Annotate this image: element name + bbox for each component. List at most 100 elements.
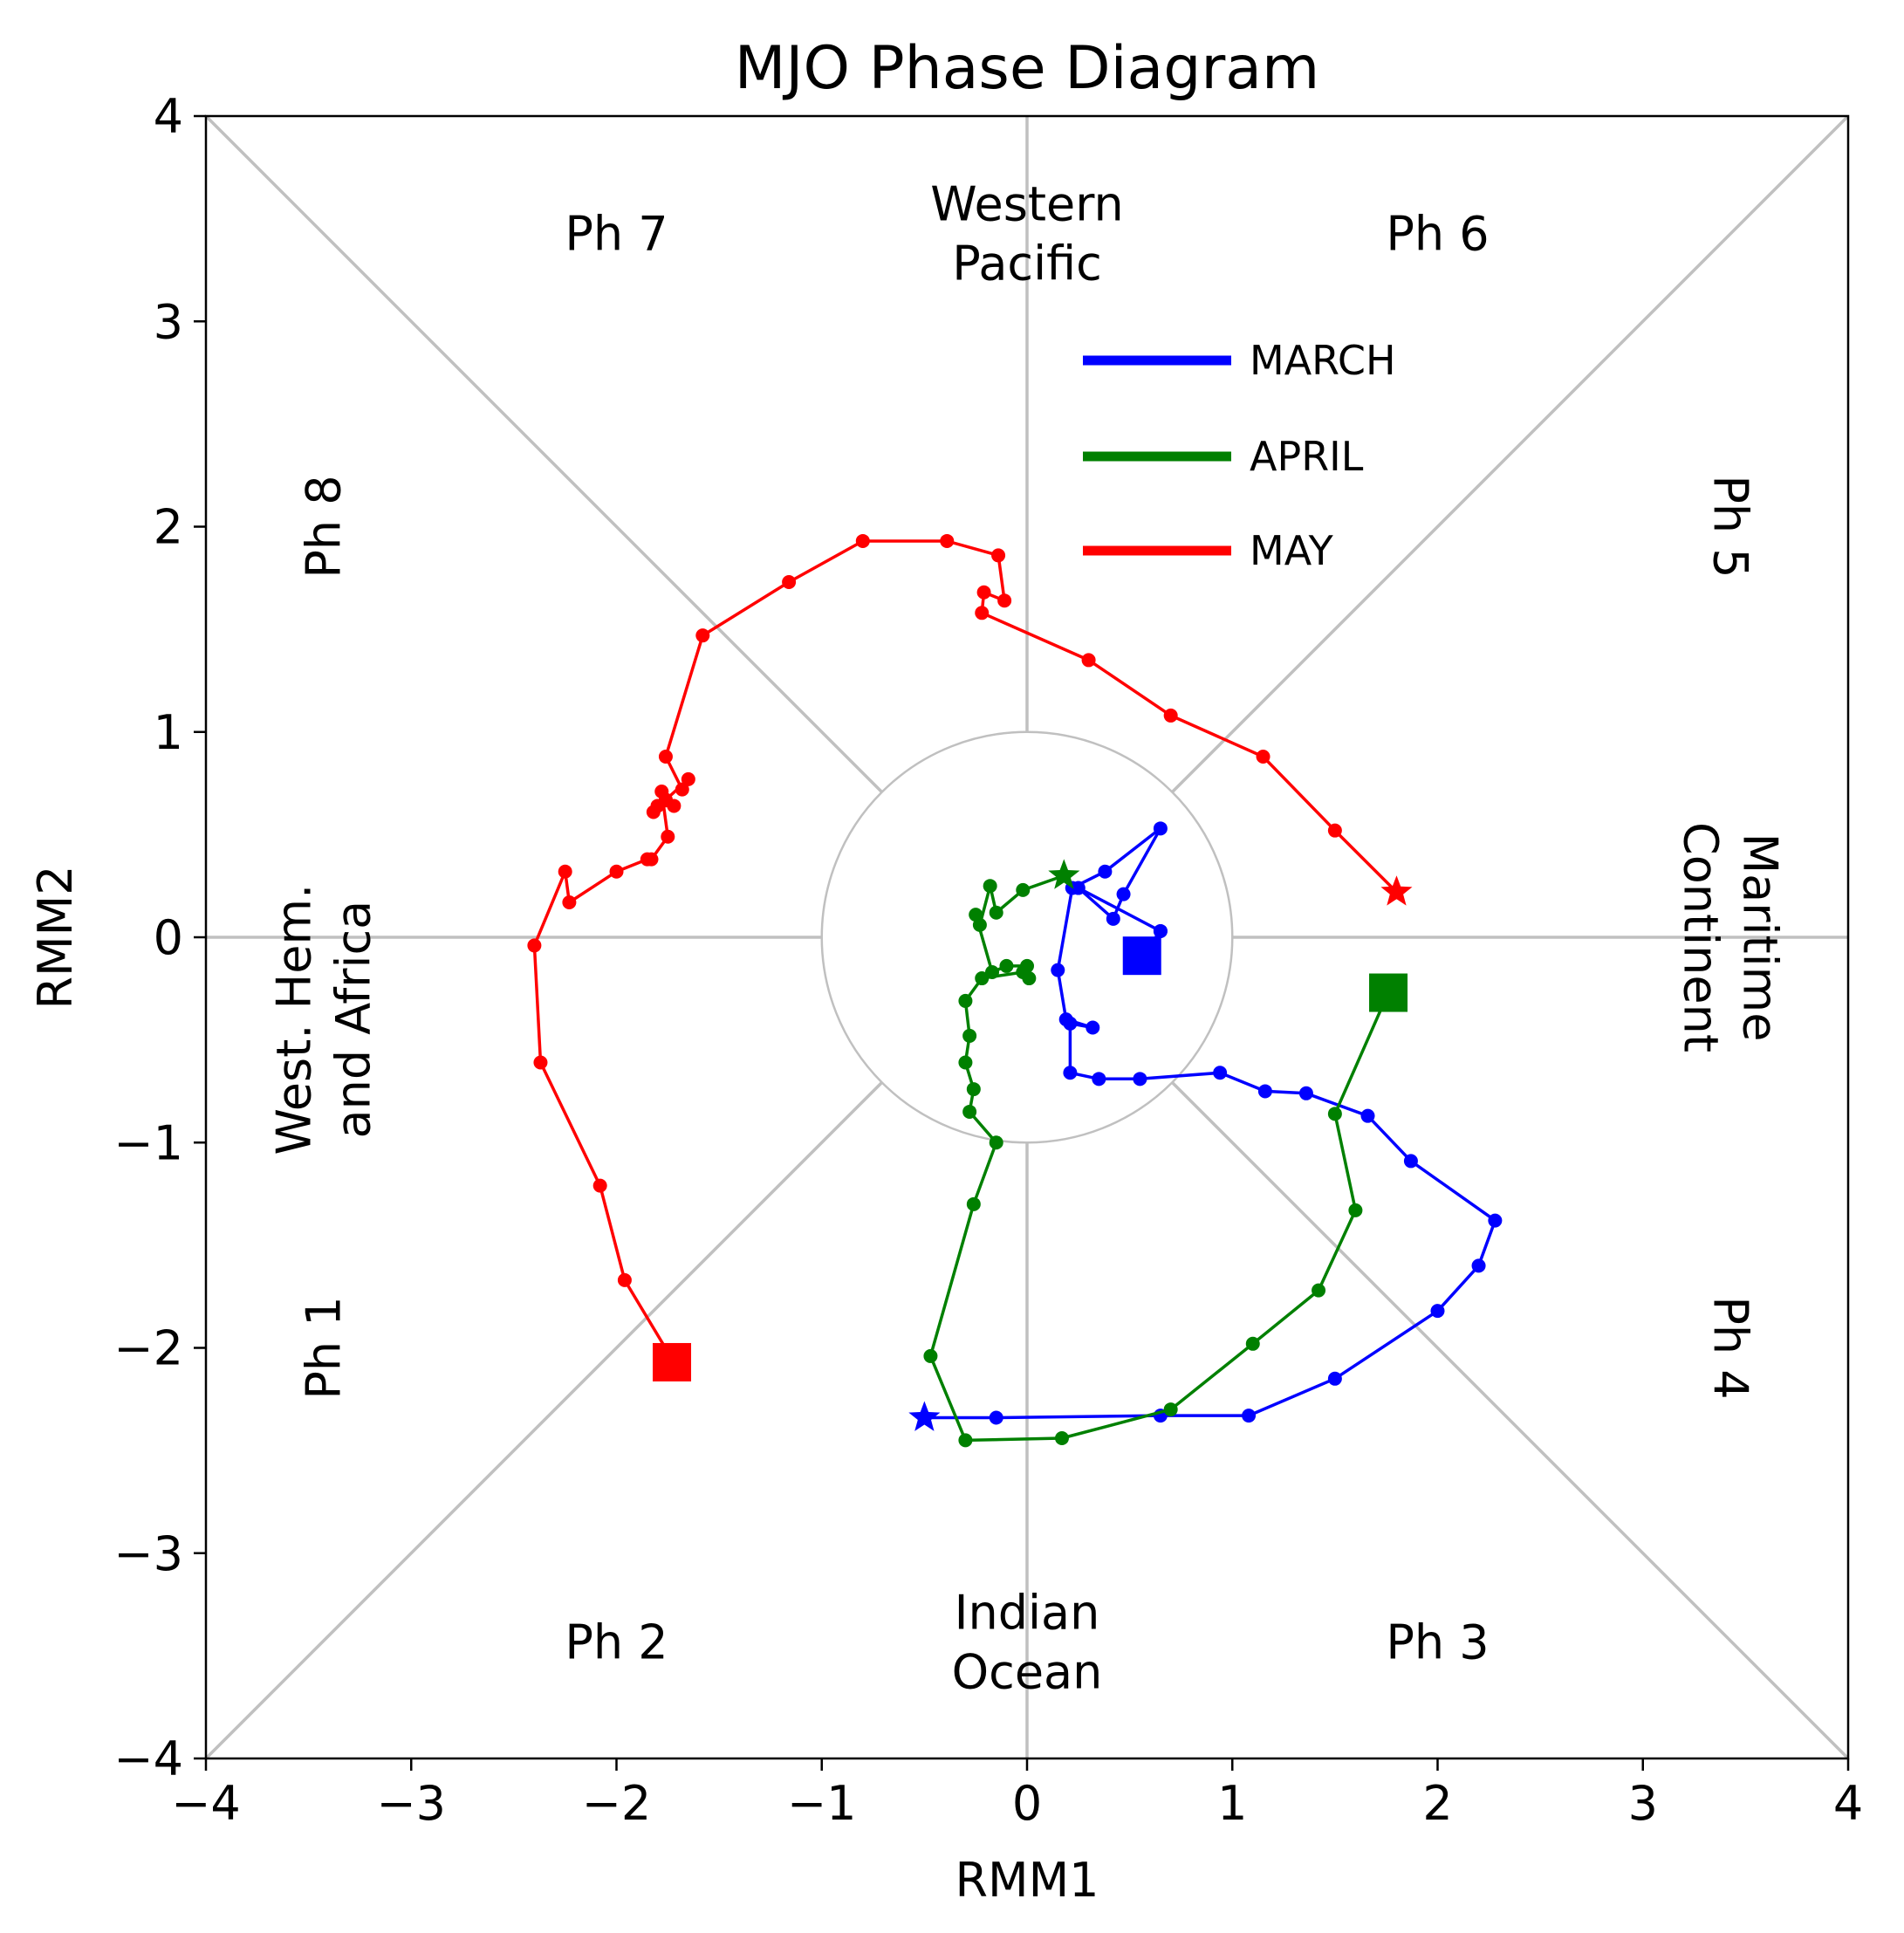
data-point-may — [562, 895, 577, 910]
data-point-march — [1403, 1154, 1418, 1169]
x-tick-label: −4 — [171, 1776, 241, 1831]
data-point-april — [966, 1082, 981, 1097]
data-point-april — [983, 879, 997, 894]
data-point-march — [1133, 1072, 1147, 1086]
y-axis: −4 −3 −2 −1 0 1 2 3 4 — [113, 89, 206, 1786]
data-point-march — [1257, 1084, 1272, 1099]
data-point-may — [991, 548, 1006, 563]
region-label-ph7-line: Ph 7 — [565, 207, 668, 262]
data-point-may — [675, 782, 689, 797]
region-label-ph1: Ph 1 — [297, 1296, 352, 1399]
x-tick-label: 0 — [1012, 1776, 1042, 1831]
region-label-west-hem-africa: West. Hem. and Africa — [267, 884, 381, 1155]
data-point-may — [650, 799, 665, 813]
data-point-may — [976, 585, 991, 600]
x-axis: −4 −3 −2 −1 0 1 2 3 4 — [171, 1758, 1863, 1831]
data-point-march — [1213, 1066, 1228, 1080]
data-point-may — [681, 771, 695, 786]
y-tick-label: 3 — [154, 294, 183, 349]
y-tick-label: 2 — [154, 500, 183, 555]
y-tick-label: 4 — [154, 89, 183, 144]
end-marker-march — [1122, 936, 1161, 976]
data-point-april — [1016, 964, 1031, 979]
series-march — [908, 821, 1503, 1431]
data-point-april — [958, 1433, 973, 1448]
data-point-march — [1242, 1409, 1257, 1423]
region-label-western-pacific-line: Pacific — [952, 236, 1102, 291]
region-label-ph7: Ph 7 — [565, 207, 668, 262]
region-label-maritime-continent-line: Continent — [1673, 822, 1728, 1052]
legend-label-may: MAY — [1250, 527, 1334, 574]
guide-diagonal-lower-left — [204, 1081, 883, 1760]
x-tick-label: 2 — [1422, 1776, 1452, 1831]
data-point-may — [640, 852, 654, 867]
y-tick-label: 0 — [154, 910, 183, 965]
x-axis-label: RMM1 — [955, 1853, 1099, 1908]
data-point-march — [1471, 1258, 1486, 1273]
data-point-march — [1430, 1304, 1445, 1319]
data-point-may — [533, 1055, 548, 1070]
data-point-april — [966, 1196, 981, 1211]
data-point-april — [958, 993, 973, 1008]
y-tick-label: 1 — [154, 705, 183, 760]
series-line-march — [924, 826, 1497, 1420]
region-label-ph5: Ph 5 — [1702, 475, 1757, 578]
data-point-march — [989, 1410, 1003, 1425]
region-label-west-hem-africa-line: and Africa — [326, 901, 381, 1139]
data-point-may — [1256, 749, 1270, 764]
data-point-may — [558, 864, 572, 879]
data-point-may — [617, 1272, 632, 1287]
region-label-ph6-line: Ph 6 — [1386, 207, 1489, 262]
data-point-march — [1153, 821, 1168, 836]
data-point-april — [1327, 1107, 1342, 1121]
data-point-march — [1298, 1086, 1313, 1100]
data-point-march — [1327, 1371, 1342, 1386]
x-tick-label: 3 — [1628, 1776, 1658, 1831]
region-label-west-hem-africa-line: West. Hem. — [267, 884, 322, 1155]
series-layer — [527, 533, 1503, 1448]
series-line-may — [532, 539, 1398, 1363]
region-label-ph6: Ph 6 — [1386, 207, 1489, 262]
phase-guide-lines — [204, 114, 1850, 1760]
data-point-may — [782, 575, 797, 590]
legend-label-march: MARCH — [1250, 337, 1396, 384]
data-point-april — [1054, 1431, 1069, 1446]
y-tick-label: −2 — [113, 1321, 183, 1376]
data-point-march — [1063, 1066, 1078, 1080]
data-point-march — [1488, 1213, 1503, 1228]
y-tick-label: −3 — [113, 1526, 183, 1581]
region-label-ph4-line: Ph 4 — [1702, 1296, 1757, 1399]
y-tick-label: −1 — [113, 1115, 183, 1170]
data-point-may — [667, 799, 681, 813]
inner-circle — [820, 730, 1234, 1144]
region-label-ph2: Ph 2 — [565, 1614, 668, 1669]
chart-title: MJO Phase Diagram — [735, 34, 1319, 103]
data-point-may — [1081, 653, 1096, 668]
data-point-april — [958, 1055, 973, 1070]
end-marker-may — [653, 1342, 692, 1381]
data-point-april — [969, 908, 983, 922]
data-point-march — [1360, 1108, 1375, 1123]
data-point-may — [695, 628, 710, 643]
region-label-maritime-continent-line: Maritime — [1732, 833, 1787, 1042]
data-point-may — [997, 593, 1012, 608]
data-point-april — [989, 905, 1003, 920]
data-point-may — [855, 533, 870, 548]
y-axis-label: RMM2 — [28, 865, 83, 1009]
guide-diagonal-upper-right — [1171, 114, 1850, 793]
y-tick-label: −4 — [113, 1731, 183, 1786]
data-point-may — [527, 938, 542, 953]
data-point-april — [1312, 1283, 1326, 1298]
data-point-march — [1058, 1012, 1073, 1027]
region-label-western-pacific-line: Western — [930, 177, 1123, 232]
data-point-may — [1327, 823, 1342, 838]
series-april — [923, 859, 1408, 1448]
data-point-april — [923, 1348, 938, 1363]
region-label-ph4: Ph 4 — [1702, 1296, 1757, 1399]
data-point-april — [985, 964, 1000, 979]
end-marker-april — [1369, 973, 1408, 1012]
